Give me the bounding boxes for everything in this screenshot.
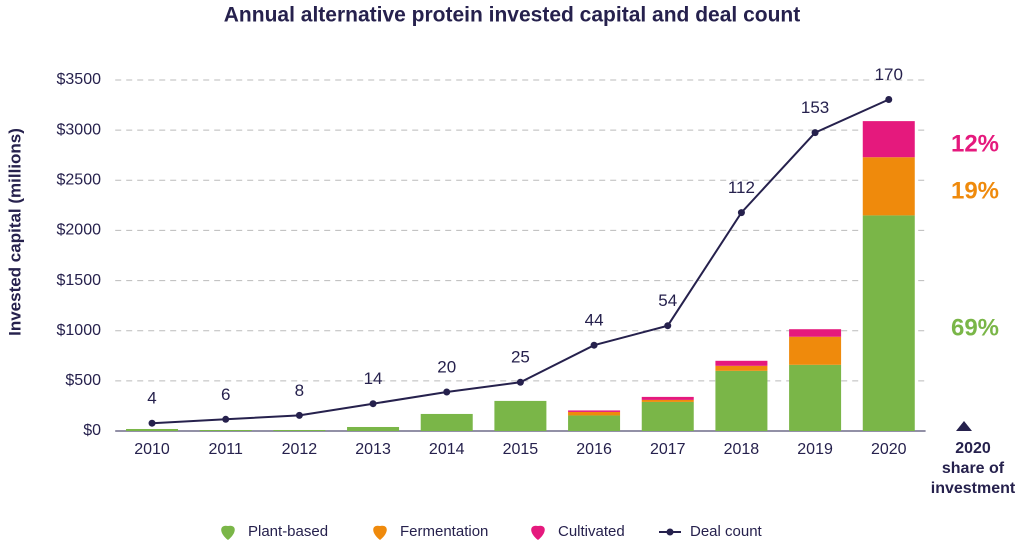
bar (715, 360, 768, 366)
bar (862, 157, 915, 216)
line-point (369, 400, 377, 408)
data-label: 153 (801, 98, 829, 117)
data-label: 25 (511, 348, 530, 367)
x-tick-label: 2020 (871, 441, 907, 458)
share-label: 69% (951, 315, 999, 342)
bar (789, 329, 842, 337)
data-label: 6 (221, 385, 230, 404)
legend-label: Deal count (690, 523, 763, 540)
legend-label: Plant-based (248, 523, 328, 540)
x-tick-label: 2018 (724, 441, 760, 458)
bar (420, 413, 473, 431)
x-tick-label: 2014 (429, 441, 465, 458)
bar (568, 415, 621, 431)
legend-label: Fermentation (400, 523, 488, 540)
bar (862, 215, 915, 431)
y-tick-label: $3000 (57, 121, 102, 138)
legend-icon (373, 525, 387, 540)
share-title: share of (942, 460, 1005, 477)
x-tick-label: 2016 (576, 441, 612, 458)
bar (862, 121, 915, 158)
data-label: 4 (147, 389, 156, 408)
line (151, 98, 890, 425)
bar (347, 426, 400, 431)
bar (568, 411, 621, 416)
bar (568, 410, 621, 412)
share-label: 19% (951, 178, 999, 205)
data-label: 8 (295, 381, 304, 400)
data-label: 14 (364, 369, 383, 388)
bar (494, 400, 547, 431)
y-axis-label: Invested capital (millions) (5, 128, 24, 336)
line-point (885, 96, 893, 103)
x-tick-label: 2011 (209, 441, 244, 458)
y-tick-label: $2500 (57, 172, 102, 189)
line-point (811, 129, 819, 137)
x-tick-label: 2019 (797, 441, 833, 458)
y-tick-label: $1000 (57, 322, 102, 339)
legend-icon (531, 525, 545, 540)
line-point (222, 415, 230, 423)
line-point (443, 388, 451, 396)
bar (273, 429, 326, 431)
bar (126, 428, 179, 431)
x-tick-label: 2017 (650, 441, 686, 458)
line-point (148, 419, 156, 427)
x-tick-label: 2010 (134, 441, 170, 458)
bar (715, 370, 768, 431)
share-marker (956, 421, 972, 431)
data-label: 44 (585, 311, 604, 330)
bar (641, 399, 694, 402)
line-point (664, 322, 672, 330)
y-tick-label: $500 (65, 372, 101, 389)
bar (789, 364, 842, 431)
y-tick-label: $2000 (57, 222, 102, 239)
share-title: investment (931, 480, 1016, 497)
line-point (295, 411, 303, 419)
share-title: 2020 (955, 440, 991, 457)
legend-icon (221, 525, 235, 540)
legend-label: Cultivated (558, 523, 625, 540)
line-point (516, 378, 524, 386)
data-label: 170 (875, 65, 903, 84)
data-label: 112 (728, 178, 755, 197)
data-label: 20 (437, 357, 456, 376)
y-tick-label: $3500 (57, 71, 102, 88)
bar (641, 396, 694, 400)
bar (715, 365, 768, 371)
x-tick-label: 2012 (282, 441, 318, 458)
line-point (590, 341, 598, 349)
line-point (737, 209, 745, 217)
bar (199, 429, 252, 431)
y-tick-label: $1500 (57, 272, 102, 289)
bar (641, 401, 694, 431)
share-label: 12% (951, 131, 999, 158)
data-label: 54 (658, 291, 677, 310)
bar (789, 336, 842, 365)
y-tick-label: $0 (83, 422, 101, 439)
legend-icon (666, 528, 674, 536)
chart-title: Annual alternative protein invested capi… (224, 4, 800, 27)
x-tick-label: 2015 (503, 441, 539, 458)
x-tick-label: 2013 (355, 441, 391, 458)
